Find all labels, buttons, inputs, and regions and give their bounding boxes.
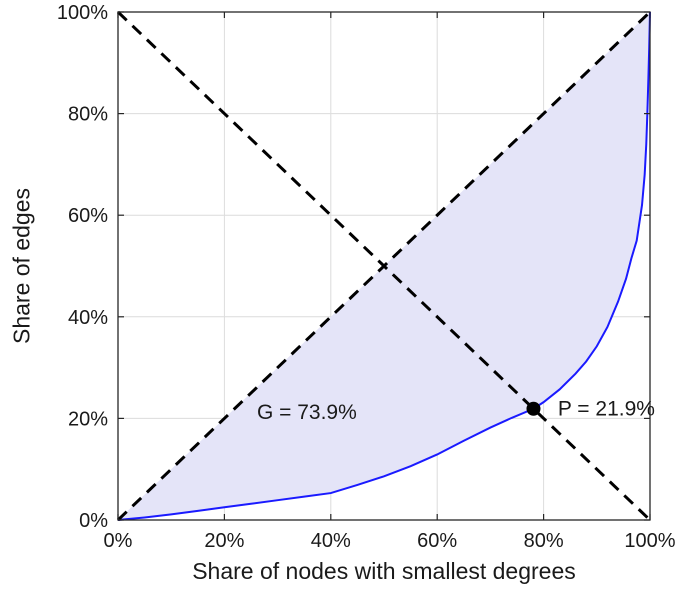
y-tick-label: 0% [79, 510, 108, 532]
y-tick-label: 20% [68, 408, 108, 430]
x-tick-label: 0% [104, 530, 133, 552]
anti-diagonal [116, 10, 652, 522]
x-tick-label: 40% [311, 530, 351, 552]
intersection-annotation: P = 21.9% [558, 398, 655, 421]
y-tick-label: 80% [68, 104, 108, 126]
axes-box [117, 11, 651, 521]
x-tick-label: 20% [204, 530, 244, 552]
y-tick-label: 40% [68, 307, 108, 329]
intersection-point [526, 401, 541, 416]
x-axis-label: Share of nodes with smallest degrees [192, 558, 576, 584]
x-tick-label: 80% [524, 530, 564, 552]
y-axis-label: Share of edges [8, 187, 35, 345]
y-tick-label: 60% [68, 205, 108, 227]
x-tick-label: 100% [624, 530, 675, 552]
gini-annotation: G = 73.9% [257, 401, 357, 424]
x-tick-label: 60% [417, 530, 457, 552]
y-tick-label: 100% [57, 2, 108, 24]
